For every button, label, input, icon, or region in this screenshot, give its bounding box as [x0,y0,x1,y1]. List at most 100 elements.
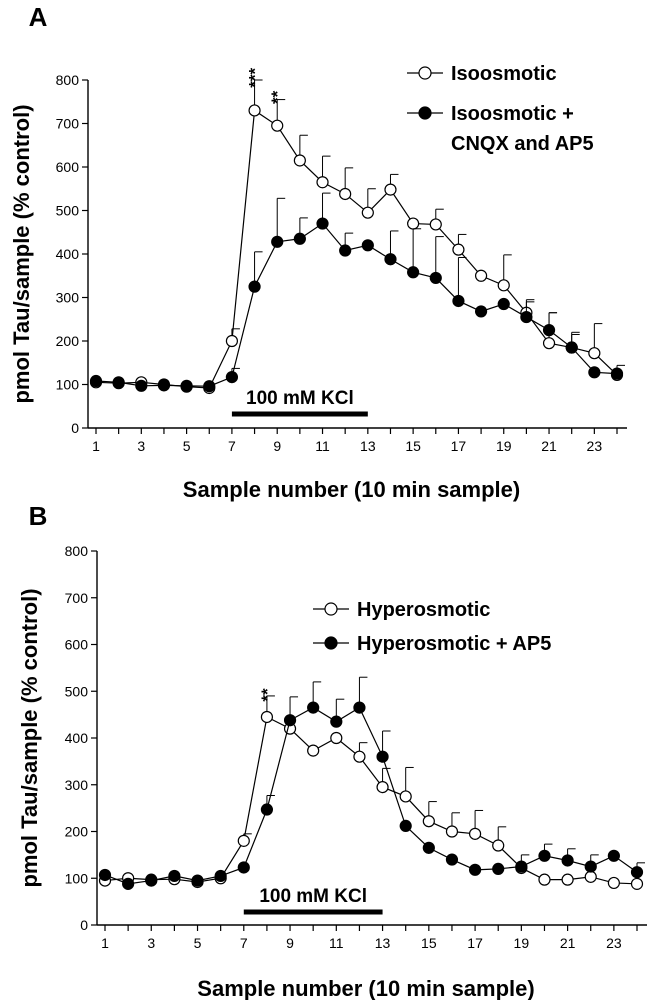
y-tick-label: 0 [71,420,79,436]
y-tick-label: 100 [56,377,80,393]
x-tick-label: 11 [329,935,344,951]
data-point [607,849,620,862]
x-tick-label: 1 [101,935,109,951]
data-point [422,815,435,828]
data-point [145,874,158,887]
data-point [565,341,578,354]
y-tick-label: 0 [80,917,88,933]
data-point [316,176,329,189]
x-tick-label: 17 [467,935,483,951]
legend-label: Isoosmotic + [451,103,574,125]
data-point [293,232,306,245]
data-point [584,870,597,883]
data-point [492,839,505,852]
data-point [497,297,510,311]
data-point [330,715,343,728]
data-point [271,119,284,132]
x-tick-label: 5 [194,935,202,951]
x-tick-label: 19 [496,438,512,454]
data-point [157,379,171,392]
data-point [520,310,533,324]
data-point [468,863,482,876]
y-tick-label: 500 [65,683,89,699]
data-point [191,874,204,887]
legend-entry: Isoosmotic + CNQX and AP5 [407,103,594,155]
data-point [203,380,216,393]
y-tick-label: 400 [65,730,89,746]
data-point [492,862,505,876]
data-point [316,217,329,230]
data-point [225,371,239,384]
data-point [376,750,389,763]
data-point [307,744,320,757]
legend-label: Isoosmotic [451,63,557,85]
data-point [468,827,482,840]
series-line [104,706,638,885]
panel-label: B [29,501,48,531]
data-point [339,244,352,257]
x-tick-label: 1 [92,438,100,454]
data-point [384,253,397,266]
legend-label: Hyperosmotic + AP5 [357,633,551,655]
x-tick-label: 5 [183,438,191,454]
data-point [542,324,556,337]
y-tick-label: 600 [65,637,89,653]
legend-marker [324,602,338,616]
data-point [474,305,488,318]
data-point [271,235,284,248]
x-axis-title: Sample number (10 min sample) [183,477,520,502]
x-tick-label: 15 [405,438,421,454]
data-point [630,866,644,879]
legend-entry: Isoosmotic [407,63,557,85]
data-point [538,849,551,862]
data-point [248,280,261,293]
y-tick-label: 600 [56,159,80,175]
legend-marker [324,636,338,650]
data-point [353,701,366,714]
data-point [384,183,397,196]
data-point [561,873,574,886]
y-tick-label: 400 [56,246,80,262]
series-open [89,79,625,395]
data-point [407,266,420,279]
x-tick-label: 7 [240,935,248,951]
data-point [474,269,488,282]
legend-entry: Hyperosmotic + AP5 [313,633,551,655]
x-tick-label: 15 [421,935,437,951]
x-tick-label: 23 [587,438,603,454]
data-point [361,206,374,219]
data-point [630,877,644,890]
x-tick-label: 9 [273,438,281,454]
legend-label: Hyperosmotic [357,599,490,621]
x-axis-title: Sample number (10 min sample) [197,976,534,1000]
data-point [283,714,297,727]
x-tick-label: 13 [360,438,376,454]
data-point [112,376,125,389]
data-point [497,279,510,292]
y-axis-title: pmol Tau/sample (% control) [17,588,42,887]
x-tick-label: 9 [286,935,294,951]
data-point [361,239,374,252]
data-point [452,243,465,256]
x-tick-label: 21 [541,438,557,454]
x-tick-label: 19 [514,935,530,951]
panel-label: A [29,2,48,32]
data-point [98,868,112,882]
data-point [214,869,227,883]
legend-marker [418,66,432,80]
data-point [307,701,320,714]
x-tick-label: 23 [606,935,622,951]
data-point [429,271,442,285]
significance-marker: *** [246,68,265,88]
data-point [339,187,352,201]
data-point [260,710,274,724]
y-tick-label: 800 [56,72,80,88]
data-point [135,379,148,392]
data-point [225,334,239,348]
x-tick-label: 17 [451,438,467,454]
data-point [122,877,135,890]
series-open [98,695,644,890]
series-filled [89,192,624,393]
